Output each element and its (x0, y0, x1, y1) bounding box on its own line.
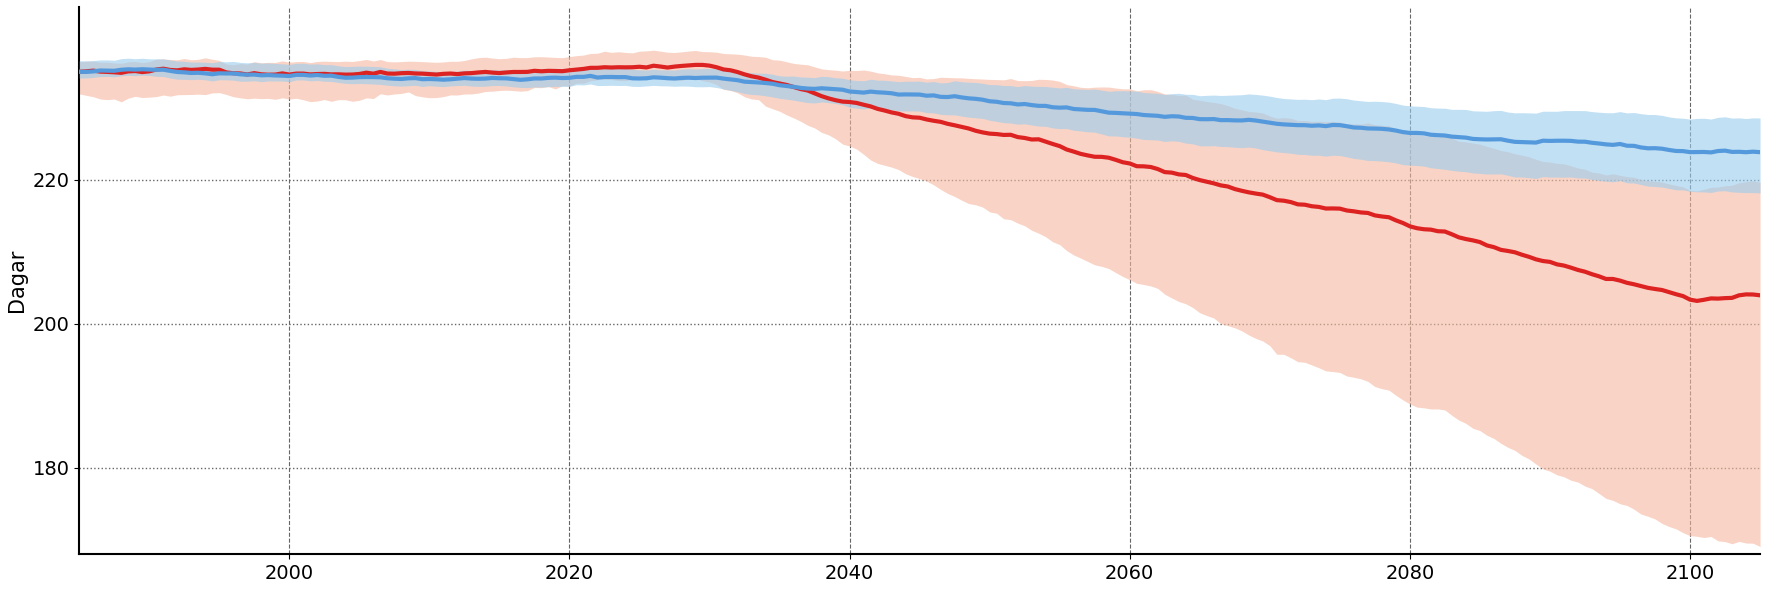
Y-axis label: Dagar: Dagar (7, 249, 27, 312)
